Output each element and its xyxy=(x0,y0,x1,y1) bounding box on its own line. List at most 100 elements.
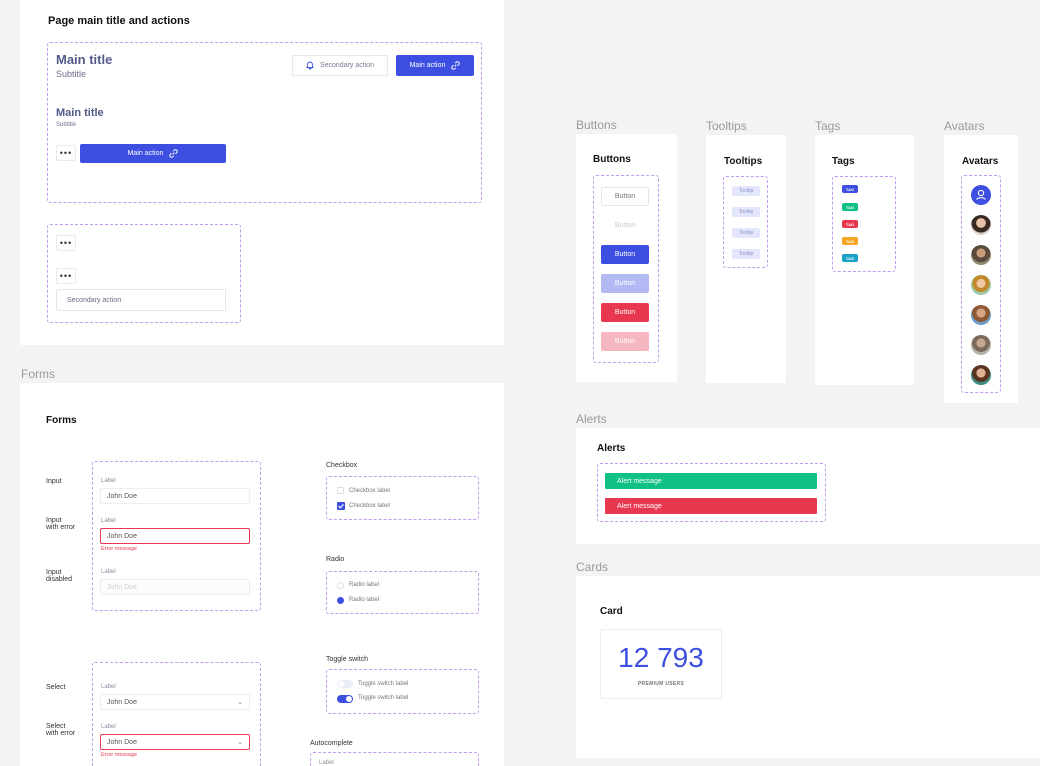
forms-title: Forms xyxy=(46,415,77,426)
header-variant-mobile: ••• ••• Secondary action xyxy=(47,224,241,323)
tooltips-group: Tooltip Tooltip Tooltip Tooltip xyxy=(723,176,768,268)
checkbox-title: Checkbox xyxy=(326,462,358,469)
toggle-off[interactable] xyxy=(337,680,353,688)
card-section-title: Card xyxy=(600,606,623,617)
button-outline[interactable]: Button xyxy=(601,187,649,206)
link-icon xyxy=(169,149,179,158)
buttons-group: Button Button Button Button Button Butto… xyxy=(593,175,659,363)
button-primary-disabled: Button xyxy=(601,274,649,293)
buttons-panel: Buttons Button Button Button Button Butt… xyxy=(576,134,677,382)
page-title-small: Main title xyxy=(56,107,104,119)
tooltips-panel: Tooltips Tooltip Tooltip Tooltip Tooltip xyxy=(706,135,786,383)
page-subtitle-small: Subtitle xyxy=(56,122,77,128)
select-error-row-label: Select with error xyxy=(46,723,76,737)
main-action-label: Main action xyxy=(409,62,446,69)
more-button[interactable]: ••• xyxy=(56,268,76,284)
toggle-label: Toggle switch label xyxy=(358,681,409,687)
text-input-error[interactable]: John Doe xyxy=(100,528,250,544)
select-value: John Doe xyxy=(107,698,137,706)
tag-teal: TAG xyxy=(842,254,858,262)
toggle-on[interactable] xyxy=(337,695,353,703)
tooltip: Tooltip xyxy=(732,249,760,259)
select-row-label: Select xyxy=(46,684,66,691)
secondary-action-button[interactable]: Secondary action xyxy=(56,289,226,311)
tags-panel: Tags TAG TAG TAG TAG TAG xyxy=(815,135,914,385)
alert-error: Alert message xyxy=(605,498,817,514)
autocomplete-title: Autocomplete xyxy=(310,740,353,747)
bell-icon xyxy=(305,61,314,70)
select-input-error[interactable]: John Doe ⌄ xyxy=(100,734,250,750)
secondary-action-button[interactable]: Secondary action xyxy=(292,55,388,76)
more-button[interactable]: ••• xyxy=(56,235,76,251)
tags-frame-label: Tags xyxy=(815,119,841,133)
tags-group: TAG TAG TAG TAG TAG xyxy=(832,176,896,272)
row-label-input-error: Input with error xyxy=(46,517,76,531)
stat-value: 12 793 xyxy=(618,642,704,673)
main-action-label: Main action xyxy=(127,150,164,157)
field-label: Label xyxy=(101,478,116,484)
radio-label: Radio label xyxy=(349,597,380,603)
forms-frame-label: Forms xyxy=(21,367,55,381)
tag-orange: TAG xyxy=(842,237,858,245)
field-label: Label xyxy=(101,518,116,524)
select-input[interactable]: John Doe ⌄ xyxy=(100,694,250,710)
checkbox-checked[interactable] xyxy=(337,502,345,510)
checkbox-unchecked[interactable] xyxy=(337,487,344,494)
main-action-button[interactable]: Main action xyxy=(396,55,474,76)
tooltips-frame-label: Tooltips xyxy=(706,119,747,133)
avatar[interactable] xyxy=(971,245,991,265)
alert-success: Alert message xyxy=(605,473,817,489)
toggle-knob xyxy=(346,696,352,702)
tooltips-title: Tooltips xyxy=(724,156,763,167)
checkbox-label: Checkbox label xyxy=(349,503,391,509)
avatar-placeholder[interactable] xyxy=(971,185,991,205)
field-label: Label xyxy=(101,724,116,730)
radio-unselected[interactable] xyxy=(337,582,344,589)
avatar[interactable] xyxy=(971,275,991,295)
page-header-panel: Page main title and actions Main title S… xyxy=(20,0,504,345)
field-label: Label xyxy=(319,760,334,766)
tooltip: Tooltip xyxy=(732,186,760,196)
tags-title: Tags xyxy=(832,156,855,167)
checkbox-group: Checkbox label Checkbox label xyxy=(326,476,479,520)
more-button[interactable]: ••• xyxy=(56,145,76,161)
toggle-label: Toggle switch label xyxy=(358,695,409,701)
inputs-group: Label John Doe Label John Doe Error mess… xyxy=(92,461,261,611)
page-title: Main title xyxy=(56,52,113,67)
text-input[interactable]: John Doe xyxy=(100,488,250,504)
avatars-title: Avatars xyxy=(962,156,999,167)
tag-red: TAG xyxy=(842,220,858,228)
button-danger[interactable]: Button xyxy=(601,303,649,322)
button-danger-disabled: Button xyxy=(601,332,649,351)
alerts-group: Alert message Alert message xyxy=(597,463,826,522)
cards-frame-label: Cards xyxy=(576,560,609,574)
error-message: Error message xyxy=(101,546,138,552)
button-primary[interactable]: Button xyxy=(601,245,649,264)
row-label-input-disabled: Input disabled xyxy=(46,569,73,583)
toggle-group: Toggle switch label Toggle switch label xyxy=(326,669,479,714)
avatar[interactable] xyxy=(971,335,991,355)
secondary-action-label: Secondary action xyxy=(319,62,375,69)
field-label: Label xyxy=(101,569,116,575)
avatar[interactable] xyxy=(971,305,991,325)
avatar[interactable] xyxy=(971,365,991,385)
select-group: Label John Doe ⌄ Label John Doe ⌄ Error … xyxy=(92,662,261,766)
alerts-panel: Alerts Alert message Alert message xyxy=(576,428,1040,544)
buttons-title: Buttons xyxy=(593,154,631,165)
autocomplete-group: Label xyxy=(310,752,479,766)
field-label: Label xyxy=(101,684,116,690)
main-action-button-small[interactable]: Main action xyxy=(80,144,226,163)
forms-panel: Forms Input Input with error Input disab… xyxy=(20,383,504,766)
chevron-down-icon: ⌄ xyxy=(237,739,243,746)
avatars-group xyxy=(961,175,1001,393)
radio-title: Radio xyxy=(326,556,345,563)
text-input-disabled: John Doe xyxy=(100,579,250,595)
buttons-frame-label: Buttons xyxy=(576,118,617,132)
tag-blue: TAG xyxy=(842,185,858,193)
link-icon xyxy=(451,61,461,70)
radio-selected[interactable] xyxy=(337,597,344,604)
stat-card: 12 793 PREMIUM USERS xyxy=(600,629,722,699)
avatar[interactable] xyxy=(971,215,991,235)
alerts-title: Alerts xyxy=(597,443,626,454)
error-message: Error message xyxy=(101,752,138,758)
